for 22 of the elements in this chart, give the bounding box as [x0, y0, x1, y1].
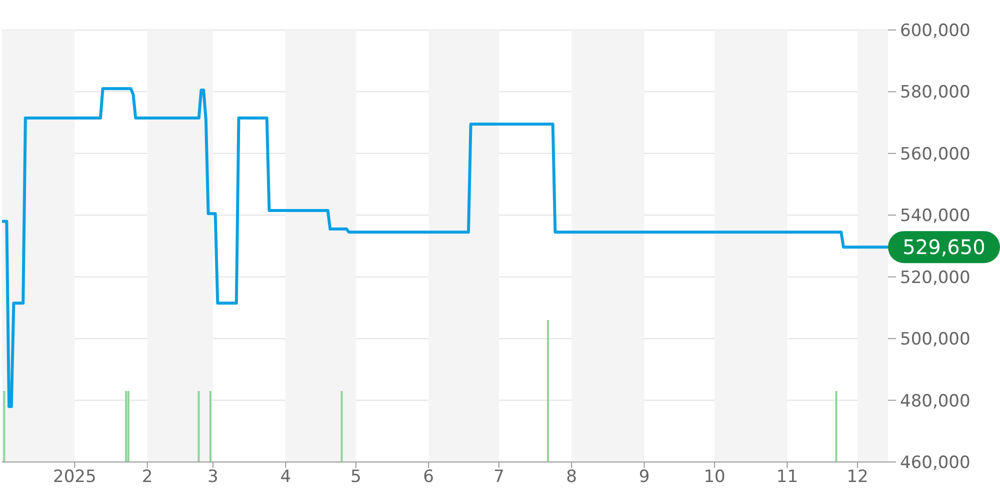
x-tick-label: 2025 [53, 467, 96, 488]
x-tick-label: 6 [423, 467, 434, 488]
y-tick-label: 520,000 [900, 268, 970, 288]
y-tick-label: 560,000 [900, 144, 970, 164]
x-tick-label: 5 [350, 467, 362, 488]
y-tick-label: 580,000 [900, 82, 970, 103]
x-tick-label: 4 [280, 467, 292, 488]
y-tick-label: 460,000 [900, 453, 970, 474]
annotation: 529,650 [902, 235, 986, 260]
x-tick-label: 12 [846, 467, 868, 488]
x-tick-label: 9 [638, 467, 650, 488]
y-tick-label: 540,000 [900, 206, 970, 226]
y-tick-label: 600,000 [900, 21, 970, 42]
x-tick-label: 7 [493, 467, 504, 488]
x-tick-label: 10 [704, 467, 726, 488]
y-tick-label: 480,000 [900, 391, 970, 412]
x-tick-label: 11 [776, 467, 798, 488]
y-tick-label: 500,000 [900, 330, 970, 350]
line-series [2, 87, 888, 408]
x-tick-label: 8 [566, 467, 577, 488]
x-tick-label: 3 [208, 467, 218, 488]
x-tick-label: 2 [142, 467, 153, 488]
